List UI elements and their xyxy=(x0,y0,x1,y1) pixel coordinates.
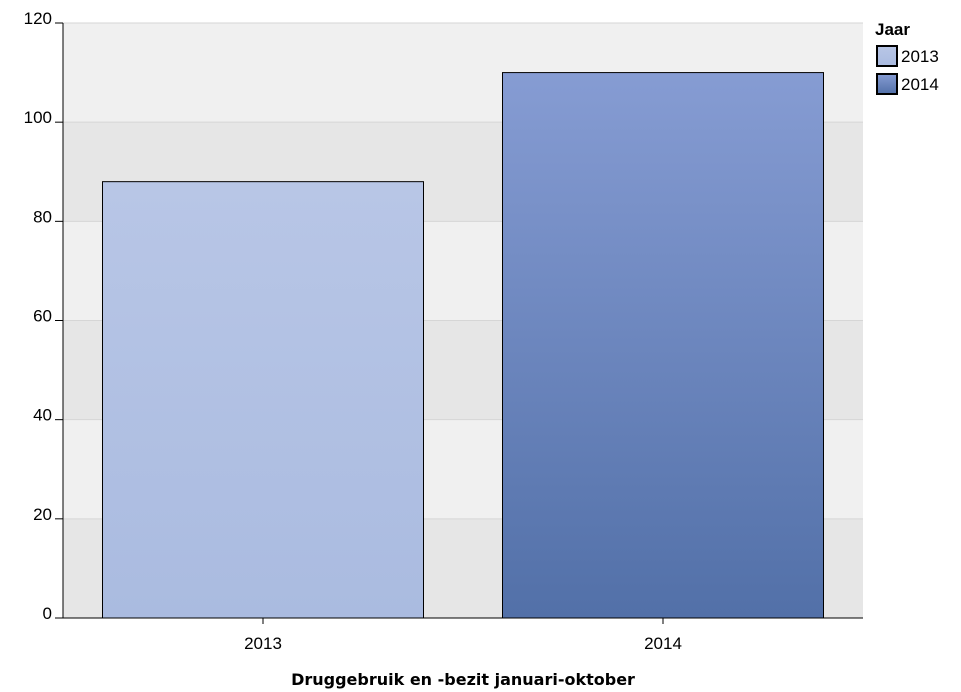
x-tick-label: 2014 xyxy=(644,634,682,653)
legend-label-2013: 2013 xyxy=(901,47,939,66)
y-axis: 0 20 40 60 80 100 120 xyxy=(24,9,64,623)
x-axis-title: Druggebruik en -bezit januari-oktober xyxy=(291,670,635,689)
bar-2014 xyxy=(502,72,824,619)
x-tick-label: 2013 xyxy=(244,634,282,653)
bar-2013 xyxy=(102,181,424,619)
y-tick-label: 100 xyxy=(24,108,52,127)
y-tick-label: 20 xyxy=(33,505,52,524)
y-tick-label: 120 xyxy=(24,9,52,28)
y-tick-label: 40 xyxy=(33,406,52,425)
y-tick-label: 0 xyxy=(43,604,52,623)
legend-swatch-2014 xyxy=(876,73,898,95)
y-tick-label: 60 xyxy=(33,307,52,326)
legend-swatch-2013 xyxy=(876,45,898,67)
legend-label-2014: 2014 xyxy=(901,75,939,94)
bars-group xyxy=(102,72,824,619)
legend-title: Jaar xyxy=(875,20,910,39)
legend: Jaar 2013 2014 xyxy=(875,20,939,95)
y-tick-label: 80 xyxy=(33,207,52,226)
x-axis: 2013 2014 xyxy=(63,617,863,653)
